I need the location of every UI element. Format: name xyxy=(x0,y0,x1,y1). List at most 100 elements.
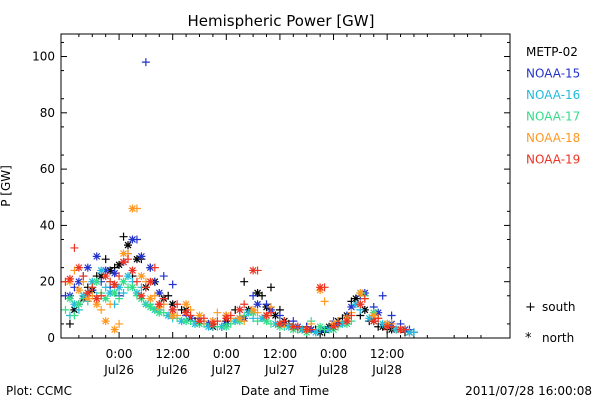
data-point-north xyxy=(311,328,320,337)
data-point-north xyxy=(74,263,83,272)
y-tick-label: 20 xyxy=(40,275,55,289)
legend-entry: METP-02 xyxy=(526,45,578,59)
data-point-north xyxy=(128,266,137,275)
data-point-north xyxy=(155,288,164,297)
data-point-north xyxy=(83,263,92,272)
data-point-south xyxy=(97,305,106,314)
data-point-south xyxy=(61,277,70,286)
data-point-south xyxy=(119,288,128,297)
data-point-north xyxy=(369,311,378,320)
data-point-north xyxy=(101,317,110,326)
data-point-south xyxy=(374,314,383,323)
data-point-south xyxy=(115,272,124,281)
data-point-south xyxy=(65,319,74,328)
data-point-north xyxy=(65,294,74,303)
data-point-south xyxy=(226,311,235,320)
data-point-south xyxy=(141,300,150,309)
data-point-south xyxy=(266,319,275,328)
data-point-north xyxy=(168,300,177,309)
data-point-south xyxy=(186,311,195,320)
data-point-south xyxy=(150,291,159,300)
data-point-north xyxy=(342,317,351,326)
y-axis: 0 20 40 60 80 100 xyxy=(32,41,510,345)
data-point-north xyxy=(249,305,258,314)
data-point-north xyxy=(146,303,155,312)
data-point-south xyxy=(253,308,262,317)
data-point-north xyxy=(316,283,325,292)
data-point-north xyxy=(128,235,137,244)
x-tick-date-label: Jul28 xyxy=(371,363,402,377)
footer-left: Plot: CCMC xyxy=(6,384,72,398)
data-point-north xyxy=(271,311,280,320)
north-label: north xyxy=(542,331,574,345)
x-tick-time-label: 0:00 xyxy=(320,347,347,361)
data-point-south xyxy=(88,291,97,300)
data-point-south xyxy=(280,317,289,326)
data-point-south xyxy=(101,255,110,264)
data-point-north xyxy=(253,288,262,297)
data-point-south xyxy=(168,280,177,289)
y-tick-label: 40 xyxy=(40,218,55,232)
data-point-south xyxy=(115,294,124,303)
data-point-south xyxy=(159,272,168,281)
data-point-north xyxy=(115,260,124,269)
x-tick-time-label: 0:00 xyxy=(213,347,240,361)
data-point-south xyxy=(320,297,329,306)
data-point-north xyxy=(146,294,155,303)
data-point-north xyxy=(231,317,240,326)
plot-area-frame xyxy=(60,33,511,339)
data-point-south xyxy=(387,311,396,320)
data-point-south xyxy=(378,291,387,300)
data-point-north xyxy=(253,300,262,309)
data-point-north xyxy=(168,311,177,320)
data-point-north xyxy=(235,305,244,314)
data-point-south xyxy=(164,291,173,300)
x-tick-date-label: Jul26 xyxy=(103,363,134,377)
data-point-north xyxy=(204,322,213,331)
data-point-south xyxy=(79,272,88,281)
data-point-north xyxy=(168,305,177,314)
data-point-north xyxy=(97,266,106,275)
data-point-north xyxy=(132,255,141,264)
data-point-north xyxy=(378,319,387,328)
data-point-south xyxy=(150,263,159,272)
marker-legend: + south * north xyxy=(525,300,576,346)
data-point-north xyxy=(124,241,133,250)
data-point-north xyxy=(217,322,226,331)
data-point-north xyxy=(164,311,173,320)
data-point-north xyxy=(74,300,83,309)
data-point-south xyxy=(347,311,356,320)
legend-entry: NOAA-17 xyxy=(526,110,580,124)
data-point-north xyxy=(88,277,97,286)
data-point-north xyxy=(222,322,231,331)
data-point-north xyxy=(369,317,378,326)
data-point-north xyxy=(106,288,115,297)
data-point-south xyxy=(240,317,249,326)
data-point-north xyxy=(329,322,338,331)
data-point-north xyxy=(235,314,244,323)
x-tick-time-label: 12:00 xyxy=(155,347,190,361)
data-point-north xyxy=(284,322,293,331)
data-point-south xyxy=(262,300,271,309)
data-point-north xyxy=(137,252,146,261)
data-point-north xyxy=(262,311,271,320)
data-point-north xyxy=(119,258,128,266)
data-point-north xyxy=(146,263,155,272)
data-point-south xyxy=(106,277,115,286)
data-point-north xyxy=(258,314,267,323)
data-point-south xyxy=(253,317,262,326)
data-point-south xyxy=(333,319,342,328)
data-point-south xyxy=(70,311,79,320)
x-tick-time-label: 12:00 xyxy=(370,347,405,361)
data-point-north xyxy=(106,266,115,275)
data-point-south xyxy=(266,308,275,317)
data-point-north xyxy=(137,291,146,300)
x-axis-label: Date and Time xyxy=(241,384,329,398)
data-point-south xyxy=(70,283,79,292)
data-point-north xyxy=(325,325,334,334)
legend-entry: NOAA-16 xyxy=(526,88,580,102)
south-symbol: + xyxy=(525,300,536,315)
data-point-north xyxy=(316,322,325,331)
data-point-north xyxy=(275,319,284,328)
data-point-north xyxy=(128,204,137,213)
